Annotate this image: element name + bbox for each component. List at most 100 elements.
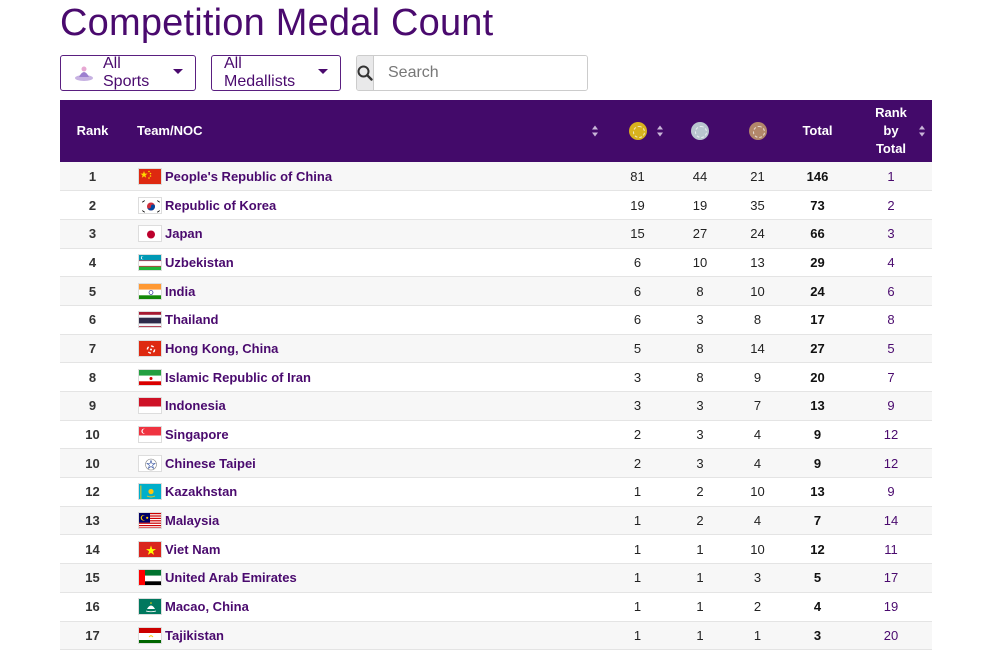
chevron-down-icon <box>318 68 328 74</box>
all-sports-dropdown[interactable]: All Sports <box>60 55 196 91</box>
thailand-flag <box>138 311 162 329</box>
table-row: 9 Indonesia 3 3 7 13 9 <box>60 391 932 421</box>
team-link[interactable]: Chinese Taipei <box>165 455 256 471</box>
silver-count-cell: 3 <box>696 455 704 471</box>
sports-logo-icon <box>73 64 95 82</box>
team-column-header[interactable]: Team/NOC <box>125 100 605 162</box>
rank-cell: 14 <box>85 541 100 557</box>
rank-cell: 15 <box>85 570 100 586</box>
rank-by-total-cell: 20 <box>883 627 899 643</box>
table-row: 8 Islamic Republic of Iran 3 8 9 20 7 <box>60 362 932 392</box>
total-count-cell: 3 <box>813 627 822 643</box>
bronze-count-cell: 24 <box>750 226 765 242</box>
team-cell: India <box>125 277 605 306</box>
team-link[interactable]: Republic of Korea <box>165 197 277 213</box>
team-link[interactable]: Viet Nam <box>165 541 221 557</box>
team-link[interactable]: Indonesia <box>165 398 226 414</box>
gold-count-cell: 1 <box>633 627 642 643</box>
bronze-count-cell: 3 <box>753 570 762 586</box>
gold-count-cell: 2 <box>633 455 642 471</box>
rank-cell: 7 <box>88 340 97 356</box>
rank-by-total-cell: 7 <box>887 369 895 385</box>
team-link[interactable]: Macao, China <box>165 599 249 615</box>
medal-table: Rank Team/NOC Total Rank by Tot <box>60 100 932 650</box>
team-link[interactable]: Hong Kong, China <box>165 340 279 356</box>
team-cell: Malaysia <box>125 506 605 535</box>
bronze-count-cell: 14 <box>750 340 765 356</box>
tajikistan-flag <box>138 626 162 644</box>
team-link[interactable]: Tajikistan <box>165 627 225 643</box>
india-flag <box>138 282 162 300</box>
table-row: 13 Malaysia 1 2 4 7 14 <box>60 506 932 535</box>
rank-by-total-column-header[interactable]: Rank by Total <box>850 100 932 162</box>
team-link[interactable]: Islamic Republic of Iran <box>165 369 311 385</box>
table-header-row: Rank Team/NOC Total Rank by Tot <box>60 100 932 162</box>
table-row: 1 People's Republic of China 81 44 21 146 1 <box>60 162 932 191</box>
rank-by-total-cell: 19 <box>883 599 899 615</box>
total-count-cell: 9 <box>813 455 822 471</box>
total-column-header[interactable]: Total <box>802 123 833 138</box>
iran-flag <box>138 368 162 386</box>
medal-table-body: 1 People's Republic of China 81 44 21 146 1 2 Re… <box>60 162 932 650</box>
silver-count-cell: 44 <box>692 168 708 184</box>
silver-count-cell: 1 <box>696 599 704 615</box>
rank-column-header[interactable]: Rank <box>76 123 109 138</box>
rank-by-total-cell: 1 <box>887 168 895 184</box>
team-link[interactable]: Thailand <box>165 312 219 328</box>
team-link[interactable]: India <box>165 283 196 299</box>
all-medallists-dropdown[interactable]: All Medallists <box>211 55 341 91</box>
total-count-cell: 27 <box>810 340 825 356</box>
team-link[interactable]: Kazakhstan <box>165 484 238 500</box>
team-cell: Indonesia <box>125 392 605 421</box>
rank-cell: 16 <box>85 599 100 615</box>
team-cell: Viet Nam <box>125 535 605 564</box>
gold-count-cell: 15 <box>630 226 645 242</box>
team-cell: Hong Kong, China <box>125 334 605 363</box>
team-cell: Republic of Korea <box>125 191 605 220</box>
table-row: 14 Viet Nam 1 1 10 12 11 <box>60 534 932 564</box>
team-link[interactable]: Uzbekistan <box>165 254 234 270</box>
korea-flag <box>138 196 162 214</box>
viet-nam-flag <box>138 540 162 558</box>
team-cell: Tajikistan <box>125 621 605 650</box>
gold-column-header[interactable] <box>605 100 670 162</box>
bronze-count-cell: 7 <box>753 398 762 414</box>
team-link[interactable]: People's Republic of China <box>165 168 333 184</box>
team-cell: Thailand <box>125 305 605 334</box>
total-count-cell: 5 <box>813 570 822 586</box>
team-link[interactable]: Japan <box>165 226 203 242</box>
rank-cell: 10 <box>85 455 100 471</box>
gold-count-cell: 3 <box>633 398 642 414</box>
rank-cell: 8 <box>88 369 97 385</box>
silver-column-header[interactable] <box>670 100 730 162</box>
table-row: 2 Republic of Korea 19 19 35 73 2 <box>60 190 932 220</box>
chevron-down-icon <box>173 68 183 74</box>
sort-icon[interactable] <box>919 125 926 137</box>
total-count-cell: 20 <box>810 369 825 385</box>
sort-icon[interactable] <box>657 125 664 137</box>
table-row: 10 Singapore 2 3 4 9 12 <box>60 420 932 449</box>
rank-cell: 9 <box>88 398 97 414</box>
bronze-count-cell: 35 <box>750 197 765 213</box>
silver-count-cell: 3 <box>696 398 704 414</box>
gold-count-cell: 1 <box>633 484 642 500</box>
search-icon[interactable] <box>357 56 374 90</box>
bronze-column-header[interactable] <box>730 100 785 162</box>
table-row: 4 Uzbekistan 6 10 13 29 4 <box>60 248 932 277</box>
china-flag <box>138 167 162 185</box>
team-link[interactable]: Malaysia <box>165 513 220 529</box>
bronze-count-cell: 10 <box>750 541 765 557</box>
total-count-cell: 66 <box>810 226 825 242</box>
rank-by-total-cell: 17 <box>883 570 899 586</box>
team-link[interactable]: United Arab Emirates <box>165 570 297 586</box>
search-input[interactable] <box>374 56 587 90</box>
gold-count-cell: 1 <box>633 599 642 615</box>
total-count-cell: 29 <box>810 254 825 270</box>
table-row: 15 United Arab Emirates 1 1 3 5 17 <box>60 563 932 593</box>
sort-icon[interactable] <box>592 125 599 137</box>
gold-count-cell: 1 <box>633 570 642 586</box>
rank-by-total-cell: 12 <box>883 427 899 443</box>
silver-count-cell: 1 <box>696 570 704 586</box>
silver-count-cell: 3 <box>696 427 704 443</box>
team-link[interactable]: Singapore <box>165 427 229 443</box>
